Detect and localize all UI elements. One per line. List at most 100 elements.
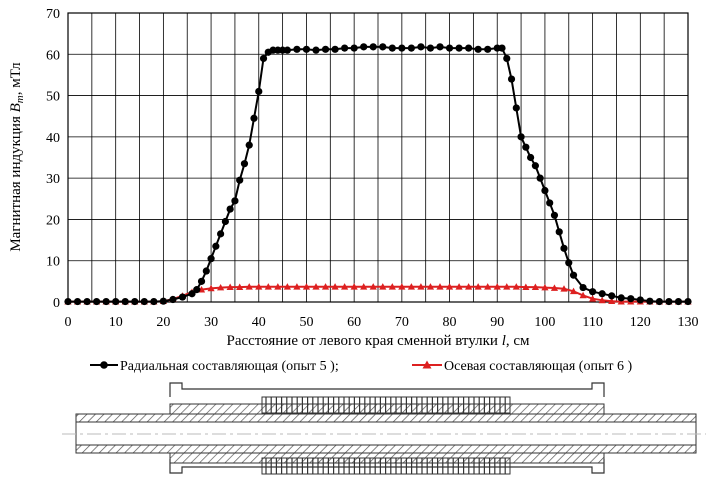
data-point: [259, 54, 268, 63]
data-point: [255, 87, 263, 96]
data-point: [541, 283, 549, 291]
data-point: [121, 297, 129, 306]
x-tick-label: 60: [347, 315, 361, 330]
data-point: [169, 295, 177, 304]
x-tick-label: 80: [443, 315, 457, 330]
data-point: [83, 297, 91, 306]
data-point: [236, 283, 244, 291]
data-point: [531, 283, 539, 291]
x-tick-label: 30: [204, 315, 218, 330]
data-point: [202, 267, 210, 275]
x-axis-label: Расстояние от левого края сменной втулки…: [226, 333, 530, 349]
data-point: [197, 277, 206, 285]
x-tick-label: 130: [678, 315, 699, 330]
data-point: [379, 43, 387, 51]
data-point: [321, 45, 330, 53]
data-point: [64, 297, 72, 306]
data-point: [436, 43, 444, 51]
data-point: [388, 44, 396, 52]
data-point: [159, 297, 167, 305]
data-point: [569, 271, 578, 279]
data-point: [350, 283, 358, 290]
data-point: [283, 283, 291, 290]
data-point: [569, 287, 578, 295]
data-point: [455, 283, 463, 290]
data-point: [541, 186, 549, 195]
y-tick-label: 40: [46, 131, 60, 146]
data-point: [417, 43, 425, 51]
chart-series: [64, 43, 692, 306]
data-point: [178, 293, 187, 301]
data-point: [426, 283, 435, 290]
data-point: [426, 44, 435, 52]
data-point: [331, 45, 339, 53]
data-point: [193, 286, 201, 294]
x-tick-label: 10: [109, 315, 123, 330]
x-tick-label: 110: [582, 315, 602, 330]
data-point: [302, 45, 311, 53]
data-point: [674, 297, 683, 306]
data-point: [507, 75, 516, 83]
data-point: [684, 297, 692, 306]
data-point: [565, 259, 573, 267]
data-point: [302, 283, 311, 290]
data-point: [140, 297, 148, 306]
data-point: [226, 283, 234, 291]
data-point: [503, 54, 511, 63]
data-point: [445, 44, 454, 52]
data-point: [360, 283, 368, 290]
data-point: [217, 283, 225, 291]
data-point: [608, 292, 616, 300]
y-tick-label: 50: [46, 90, 60, 105]
data-point: [398, 44, 406, 52]
data-point: [522, 283, 530, 291]
data-point: [188, 290, 196, 298]
data-point: [646, 297, 654, 305]
data-point: [293, 45, 301, 53]
data-point: [517, 133, 525, 141]
data-point: [283, 46, 291, 54]
data-point: [455, 44, 463, 52]
bushing-diagram: [62, 382, 706, 475]
tube-wall-top: [75, 413, 697, 423]
data-point: [407, 44, 415, 52]
data-point: [93, 297, 101, 306]
x-tick-label: 120: [630, 315, 651, 330]
data-point: [503, 283, 511, 290]
data-point: [341, 44, 349, 52]
data-point: [226, 205, 234, 213]
x-tick-label: 100: [534, 315, 555, 330]
data-point: [598, 296, 606, 304]
legend-label-axial: Осевая составляющая (опыт 6 ): [444, 359, 632, 374]
outer-housing-outline: [169, 382, 605, 474]
data-point: [331, 283, 339, 290]
x-tick-label: 0: [65, 315, 72, 330]
data-point: [417, 283, 425, 290]
data-point: [579, 283, 587, 292]
legend-marker-circle: [100, 361, 108, 369]
y-axis-label: Магнитная индукция Bm, мТл: [8, 62, 26, 252]
data-point: [207, 255, 215, 263]
data-point: [665, 297, 673, 306]
data-point: [484, 45, 492, 53]
data-point: [150, 297, 158, 306]
legend-item-radial: Радиальная составляющая (опыт 5 );: [90, 359, 339, 374]
legend-item-axial: Осевая составляющая (опыт 6 ): [412, 359, 632, 374]
data-point: [550, 284, 559, 291]
data-point: [550, 211, 559, 219]
insert-sleeve-top: [169, 403, 605, 415]
data-point: [560, 285, 568, 292]
data-point: [379, 283, 387, 290]
data-point: [341, 283, 349, 290]
data-point: [245, 141, 253, 149]
data-point: [655, 297, 663, 306]
data-point: [465, 283, 473, 290]
data-point: [484, 283, 492, 290]
x-tick-label: 20: [156, 315, 170, 330]
data-point: [73, 297, 82, 306]
data-point: [221, 217, 229, 226]
legend-label-radial: Радиальная составляющая (опыт 5 );: [120, 359, 339, 374]
data-point: [445, 283, 454, 290]
y-tick-label: 20: [46, 213, 60, 228]
